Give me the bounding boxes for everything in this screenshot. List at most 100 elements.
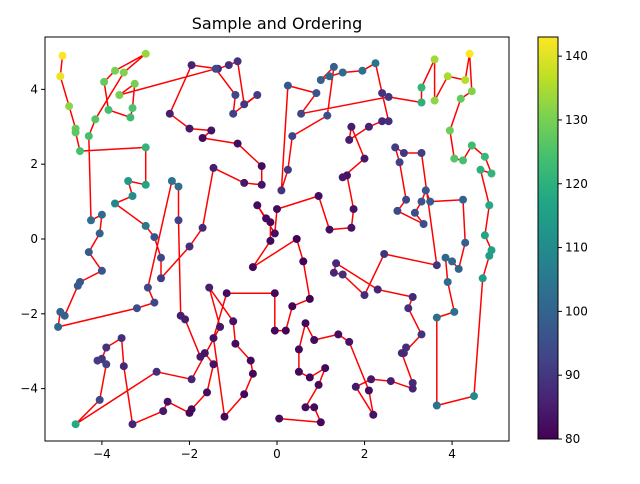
scatter-point <box>373 285 382 294</box>
scatter-point <box>141 49 150 58</box>
scatter-point <box>95 229 104 238</box>
scatter-point <box>450 307 459 316</box>
scatter-point <box>95 395 104 404</box>
scatter-point <box>163 397 172 406</box>
scatter-point <box>270 229 279 238</box>
scatter-point <box>476 165 485 174</box>
scatter-point <box>97 266 106 275</box>
y-tick-label: −4 <box>20 382 38 396</box>
scatter-point <box>288 302 297 311</box>
scatter-point <box>432 313 441 322</box>
scatter-point <box>467 87 476 96</box>
scatter-point <box>111 199 119 208</box>
scatter-point <box>441 253 450 262</box>
scatter-point <box>128 192 137 200</box>
scatter-point <box>465 49 474 58</box>
scatter-point <box>480 231 489 240</box>
scatter-point <box>334 330 343 339</box>
scatter-point <box>56 72 65 81</box>
scatter-point <box>54 322 63 331</box>
scatter-point <box>262 214 271 223</box>
scatter-point <box>297 109 306 118</box>
scatter-point <box>141 180 150 189</box>
scatter-point <box>56 307 65 316</box>
scatter-point <box>130 79 139 88</box>
scatter-point <box>417 330 426 339</box>
scatter-point <box>345 135 354 144</box>
scatter-point <box>102 360 111 369</box>
scatter-point <box>207 126 216 135</box>
scatter-point <box>312 89 321 98</box>
y-tick-label: 2 <box>30 157 38 171</box>
scatter-point <box>367 375 376 384</box>
scatter-point <box>84 132 93 141</box>
scatter-point <box>419 220 428 228</box>
scatter-point <box>358 66 367 75</box>
colorbar-tick-label: 120 <box>565 177 588 191</box>
scatter-point <box>104 105 113 114</box>
scatter-point <box>314 380 323 389</box>
scatter-point <box>432 401 441 410</box>
scatter-point <box>283 165 292 174</box>
x-tick-label: 0 <box>273 447 281 461</box>
scatter-point <box>305 373 314 382</box>
scatter-point <box>456 94 465 103</box>
scatter-point <box>391 143 400 152</box>
scatter-point <box>119 68 128 77</box>
scatter-point <box>445 126 454 135</box>
scatter-point <box>316 76 325 84</box>
scatter-point <box>270 326 279 335</box>
scatter-point <box>360 291 369 300</box>
scatter-point <box>119 362 128 371</box>
scatter-point <box>229 109 238 118</box>
scatter-point <box>198 223 207 232</box>
scatter-point <box>364 122 373 131</box>
scatter-point <box>402 343 411 352</box>
scatter-point <box>417 98 426 107</box>
scatter-point <box>417 83 426 92</box>
scatter-point <box>209 163 218 172</box>
scatter-point <box>386 377 395 386</box>
scatter-point <box>257 180 266 189</box>
scatter-point <box>310 336 319 344</box>
scatter-point <box>329 62 338 71</box>
scatter-point <box>58 51 67 60</box>
scatter-point <box>329 268 338 277</box>
colorbar-tick-label: 130 <box>565 113 588 127</box>
scatter-point <box>253 201 262 210</box>
scatter-point <box>345 337 354 346</box>
scatter-point <box>222 289 231 298</box>
scatter-point <box>421 186 430 195</box>
colorbar-tick-label: 110 <box>565 241 588 255</box>
scatter-point <box>408 379 417 387</box>
scatter-point <box>378 89 387 98</box>
scatter-point <box>305 294 314 303</box>
scatter-point <box>205 283 214 292</box>
scatter-point <box>71 128 80 137</box>
scatter-point <box>229 317 238 326</box>
scatter-point <box>240 178 249 187</box>
scatter-point <box>478 274 487 283</box>
colorbar-tick-label: 100 <box>565 304 588 318</box>
x-tick-label: −2 <box>181 447 199 461</box>
scatter-point <box>369 410 378 419</box>
scatter-point <box>461 238 470 247</box>
x-tick-label: 2 <box>361 447 369 461</box>
scatter-point <box>117 334 126 343</box>
scatter-point <box>404 304 413 313</box>
scatter-point <box>150 298 159 307</box>
scatter-point <box>240 100 249 109</box>
scatter-point <box>141 221 150 230</box>
scatter-point <box>371 59 380 68</box>
scatter-point <box>467 141 476 150</box>
scatter-point <box>143 283 152 292</box>
scatter-point <box>248 369 257 378</box>
scatter-point <box>111 66 119 75</box>
scatter-point <box>93 356 102 365</box>
scatter-point <box>253 91 262 99</box>
scatter-point <box>402 195 411 204</box>
colorbar-tick-label: 140 <box>565 49 588 63</box>
chart-title: Sample and Ordering <box>192 14 362 33</box>
